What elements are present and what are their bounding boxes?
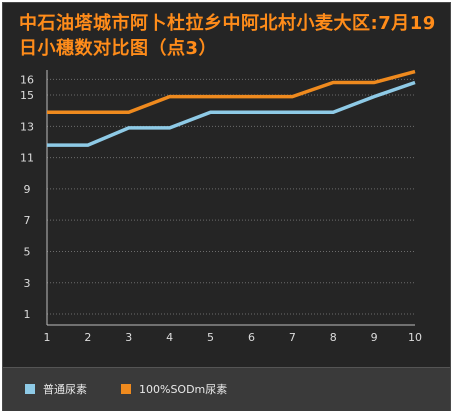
series-line-1 xyxy=(47,80,416,147)
y-tick-label-7: 7 xyxy=(24,214,31,227)
legend-label-series-1: 普通尿素 xyxy=(43,383,87,396)
x-tick-label-9: 9 xyxy=(371,331,378,344)
x-tick-label-8: 8 xyxy=(330,331,337,344)
x-tick-label-6: 6 xyxy=(248,331,255,344)
x-tick-label-1: 1 xyxy=(44,331,51,344)
y-tick-label-3: 3 xyxy=(24,277,31,290)
legend-item-series-2: 100%SODm尿素 xyxy=(121,382,227,396)
grid xyxy=(47,78,415,315)
y-tick-label-16: 16 xyxy=(20,73,34,86)
y-tick-label-15: 15 xyxy=(20,89,34,102)
y-tick-label-13: 13 xyxy=(20,120,34,133)
x-tick-label-7: 7 xyxy=(289,331,296,344)
x-tick-label-5: 5 xyxy=(207,331,214,344)
chart-title: 中石油塔城市阿卜杜拉乡中阿北村小麦大区:7月19日小穗数对比图（点3） xyxy=(19,13,436,59)
x-tick-label-4: 4 xyxy=(166,331,173,344)
legend-swatch-series-1 xyxy=(25,384,35,394)
y-tick-label-11: 11 xyxy=(20,152,34,165)
x-tick-labels: 1 2 3 4 5 6 7 8 9 10 xyxy=(44,331,423,344)
y-tick-label-5: 5 xyxy=(24,245,31,258)
series-lines xyxy=(47,69,416,147)
legend-label-series-2: 100%SODm尿素 xyxy=(139,383,228,396)
x-tick-label-3: 3 xyxy=(125,331,132,344)
x-tick-label-10: 10 xyxy=(408,331,422,344)
legend: 普通尿素 100%SODm尿素 xyxy=(3,367,450,411)
legend-item-series-1: 普通尿素 xyxy=(25,382,87,396)
y-tick-label-9: 9 xyxy=(24,183,31,196)
series-line-2 xyxy=(47,69,416,114)
legend-swatch-series-2 xyxy=(121,384,131,394)
y-tick-label-1: 1 xyxy=(24,308,31,321)
x-tick-label-2: 2 xyxy=(84,331,91,344)
